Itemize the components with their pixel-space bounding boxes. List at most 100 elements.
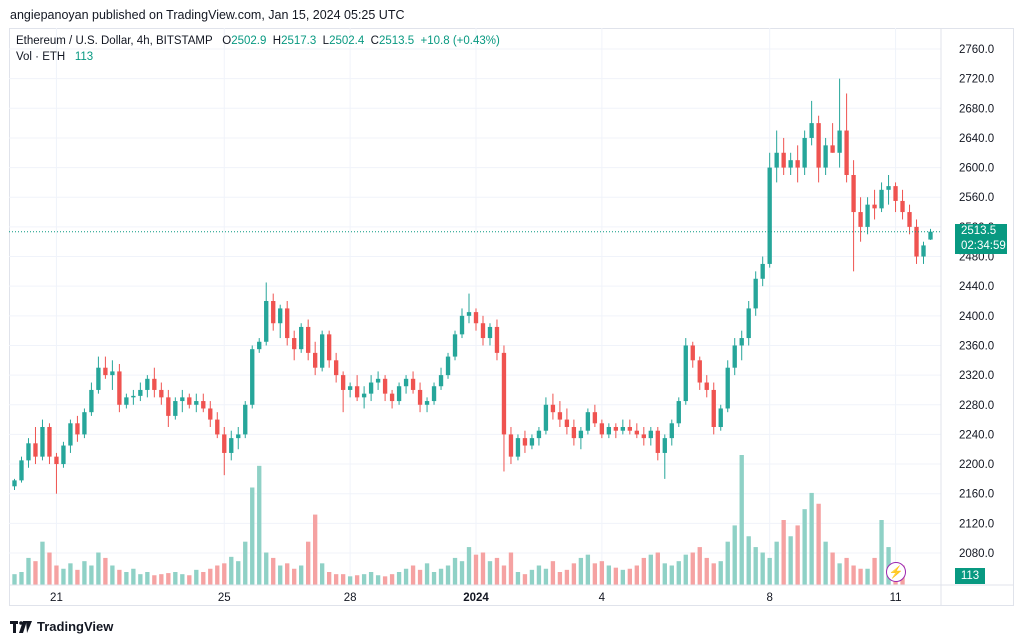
- candle-body: [508, 434, 514, 457]
- candle-body: [396, 386, 402, 402]
- volume-bar: [431, 572, 437, 585]
- candle-body: [788, 160, 793, 168]
- volume-bar: [865, 568, 870, 585]
- time-axis: 2125282024481115: [50, 592, 901, 604]
- high-value: 2517.3: [281, 35, 317, 47]
- candle-body: [103, 367, 108, 376]
- volume-bar: [473, 554, 479, 585]
- candle-body: [299, 326, 304, 350]
- volume-bar: [823, 541, 828, 585]
- volume-bar: [110, 565, 115, 585]
- volume-bar: [753, 547, 758, 585]
- volume-bar: [12, 574, 17, 585]
- candle-body: [879, 189, 884, 209]
- candle-body: [159, 389, 164, 398]
- volume-bar: [396, 572, 402, 585]
- volume-bar: [194, 569, 199, 585]
- volume-bar: [173, 572, 178, 585]
- volume-bar: [830, 552, 835, 585]
- volume-bar: [26, 557, 31, 585]
- volume-bar: [187, 575, 192, 585]
- candle-body: [33, 443, 38, 457]
- bar-countdown: 02:34:59: [955, 239, 1007, 254]
- candle-body: [382, 378, 388, 394]
- volume-bar: [501, 565, 507, 585]
- candle-body: [669, 423, 674, 439]
- candle-body: [173, 401, 178, 416]
- candle-body: [529, 438, 535, 446]
- candlestick-chart[interactable]: 2760.0 2720.0 2680.0 2640.0 2600.0 2560.0 25 20…: [9, 28, 1014, 606]
- candle-body: [711, 389, 716, 427]
- volume-bar: [299, 565, 304, 585]
- candle-body: [774, 152, 779, 168]
- lightning-icon[interactable]: ⚡: [886, 562, 906, 582]
- chart-grid: [9, 28, 941, 585]
- volume-bar: [844, 557, 849, 585]
- candle-body: [641, 434, 646, 439]
- candle-body: [166, 397, 171, 416]
- volume-bar: [739, 455, 744, 585]
- price-tick-label: 2080.0: [959, 548, 994, 560]
- volume-bar: [543, 568, 549, 585]
- candle-body: [257, 341, 262, 350]
- candle-body: [564, 419, 570, 427]
- candle-body: [753, 278, 758, 309]
- footer-brand[interactable]: TradingView: [10, 619, 113, 634]
- candle-body: [47, 427, 52, 457]
- candle-body: [438, 375, 444, 387]
- candle-body: [886, 186, 891, 190]
- volume-bar: [145, 572, 150, 585]
- candle-body: [858, 212, 863, 227]
- candle-body: [634, 430, 639, 435]
- close-label: C: [370, 35, 379, 47]
- candle-body: [319, 334, 325, 368]
- price-tick-label: 2480.0: [959, 252, 994, 264]
- volume-bar: [368, 572, 374, 585]
- volume-bar: [208, 568, 213, 585]
- close-value: 2513.5: [378, 35, 415, 47]
- volume-bar: [438, 568, 444, 585]
- footer-brand-label: TradingView: [37, 619, 114, 634]
- volume-bar: [585, 554, 591, 585]
- volume-bar: [131, 568, 136, 585]
- volume-bar: [662, 563, 667, 585]
- candle-body: [452, 334, 458, 357]
- low-label: L: [322, 35, 330, 47]
- volume-bar: [340, 574, 346, 585]
- candle-body: [389, 393, 395, 402]
- volume-bar: [285, 563, 290, 585]
- volume-bar: [564, 569, 570, 585]
- candle-body: [201, 401, 206, 409]
- volume-bar: [466, 547, 472, 585]
- candle-body: [662, 438, 667, 453]
- volume-bar: [732, 525, 737, 585]
- volume-bar: [278, 565, 283, 585]
- candle-body: [648, 430, 653, 439]
- volume-bar: [459, 561, 465, 585]
- time-tick-label: 28: [344, 592, 357, 604]
- candle-body: [117, 371, 122, 405]
- candle-body: [347, 386, 353, 390]
- volume-bar: [536, 565, 542, 585]
- candle-body: [487, 326, 493, 339]
- price-tick-label: 2320.0: [959, 370, 994, 382]
- time-tick-label: 2024: [463, 592, 489, 604]
- candle-body: [732, 345, 737, 368]
- candle-body: [683, 345, 688, 402]
- price-candles: [12, 78, 933, 494]
- high-label: H: [272, 35, 282, 47]
- candle-body: [124, 397, 129, 405]
- candle-body: [75, 423, 80, 435]
- candle-body: [830, 145, 835, 153]
- candle-body: [250, 349, 255, 405]
- candle-body: [354, 386, 360, 398]
- volume-bar: [788, 536, 793, 585]
- volume-bar: [250, 487, 255, 585]
- volume-bar: [33, 561, 38, 585]
- candle-body: [313, 352, 318, 368]
- candle-body: [795, 160, 800, 168]
- candle-body: [473, 312, 479, 324]
- volume-bar: [180, 574, 185, 585]
- price-tick-label: 2240.0: [959, 429, 994, 441]
- volume-bar: [480, 552, 486, 585]
